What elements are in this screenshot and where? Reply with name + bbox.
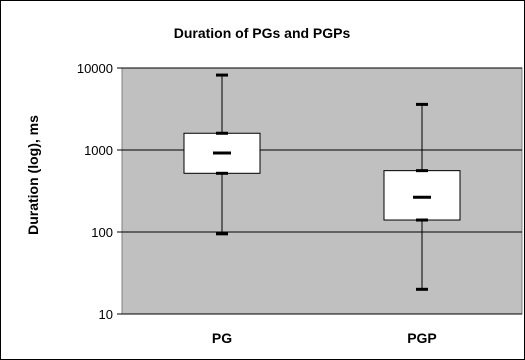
boxes bbox=[183, 73, 461, 291]
box-pg bbox=[183, 73, 261, 236]
y-tick-label: 1000 bbox=[84, 143, 113, 158]
category-label-pgp: PGP bbox=[407, 330, 437, 346]
chart-title: Duration of PGs and PGPs bbox=[174, 25, 351, 41]
category-labels: PG PGP bbox=[212, 330, 437, 346]
iqr-box bbox=[383, 170, 461, 221]
box-pgp bbox=[383, 102, 461, 291]
y-tick-label: 10 bbox=[99, 307, 113, 322]
y-axis-ticks: 10 100 1000 10000 bbox=[77, 61, 122, 322]
y-tick-label: 10000 bbox=[77, 61, 113, 76]
y-tick-label: 100 bbox=[91, 225, 113, 240]
plot-area bbox=[121, 67, 523, 315]
y-axis-label: Duration (log), ms bbox=[25, 115, 41, 235]
category-label-pg: PG bbox=[212, 330, 232, 346]
